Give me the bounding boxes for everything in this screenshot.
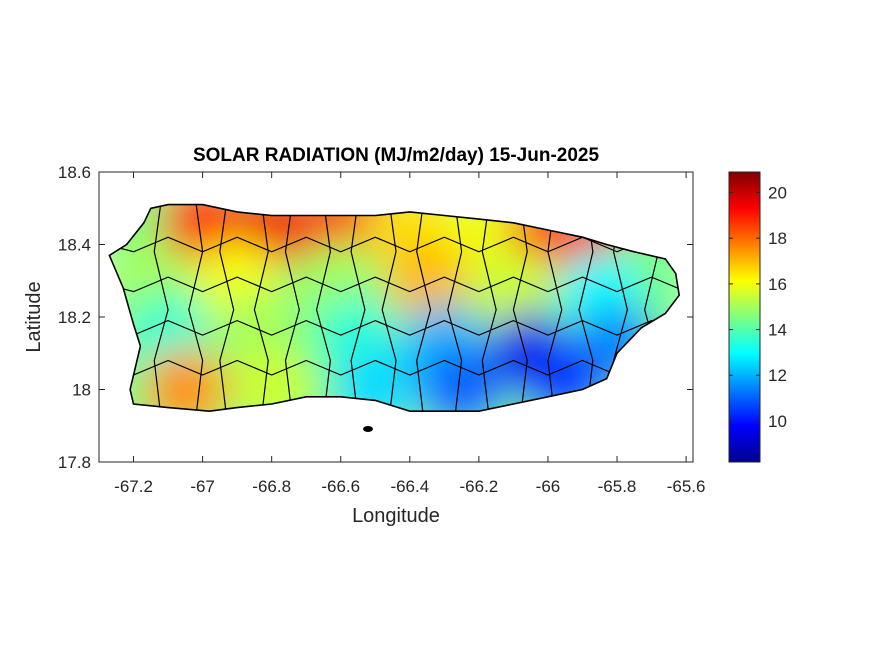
colorbar xyxy=(728,171,761,463)
municipality-boundary xyxy=(481,204,497,412)
municipality-boundary xyxy=(512,204,528,412)
chart-title: SOLAR RADIATION (MJ/m2/day) 15-Jun-2025 xyxy=(193,145,600,166)
y-tick-label: 18.4 xyxy=(58,236,91,255)
radiation-sample xyxy=(471,246,556,330)
x-tick-label: -66.6 xyxy=(321,477,360,496)
municipality-boundary xyxy=(109,236,680,253)
municipality-boundary xyxy=(350,204,366,412)
y-axis-label: Latitude xyxy=(23,281,45,352)
y-tick-label: 18.2 xyxy=(58,308,91,327)
x-tick-label: -66.8 xyxy=(252,477,291,496)
colorbar-tick-label: 18 xyxy=(768,229,787,248)
x-tick-label: -66.2 xyxy=(460,477,499,496)
x-tick-label: -66.4 xyxy=(390,477,429,496)
x-tick-label: -65.6 xyxy=(667,477,706,496)
municipality-boundary xyxy=(284,204,300,412)
island-coastline xyxy=(108,203,681,413)
municipality-boundary xyxy=(381,204,397,412)
municipality-boundary xyxy=(416,204,432,412)
colorbar-ticks: 10 12 14 16 18 20 xyxy=(729,184,787,431)
y-tick-label: 18.6 xyxy=(58,163,91,182)
municipality-boundary xyxy=(547,204,563,412)
municipality-boundary xyxy=(109,276,680,293)
colorbar-tick-label: 12 xyxy=(768,366,787,385)
x-tick-label: -66 xyxy=(536,477,561,496)
caja-de-muertos-island xyxy=(363,426,373,432)
x-tick-label: -67.2 xyxy=(114,477,153,496)
y-tick-label: 18 xyxy=(72,381,91,400)
colorbar-tick-label: 20 xyxy=(768,184,787,203)
x-axis-label: Longitude xyxy=(352,505,440,527)
municipality-boundary xyxy=(219,204,235,412)
x-tick-label: -65.8 xyxy=(598,477,637,496)
colorbar-tick-label: 16 xyxy=(768,275,787,294)
municipality-boundary xyxy=(447,204,463,412)
y-tick-label: 17.8 xyxy=(58,453,91,472)
y-axis-ticks: 17.8 18 18.2 18.4 18.6 xyxy=(58,163,693,472)
municipality-boundary xyxy=(315,204,331,412)
municipality-boundary xyxy=(109,319,680,336)
municipality-boundary xyxy=(188,204,204,412)
radiation-sample xyxy=(385,238,470,323)
x-axis-ticks: -67.2 -67 -66.8 -66.6 -66.4 -66.2 -66 -65.8 -65.… xyxy=(114,172,705,496)
municipality-boundary xyxy=(153,204,169,412)
municipality-boundary xyxy=(253,204,269,412)
colorbar-tick-label: 14 xyxy=(768,321,787,340)
municipality-boundary xyxy=(109,359,680,376)
colorbar-tick-label: 10 xyxy=(768,412,787,431)
x-tick-label: -67 xyxy=(190,477,215,496)
